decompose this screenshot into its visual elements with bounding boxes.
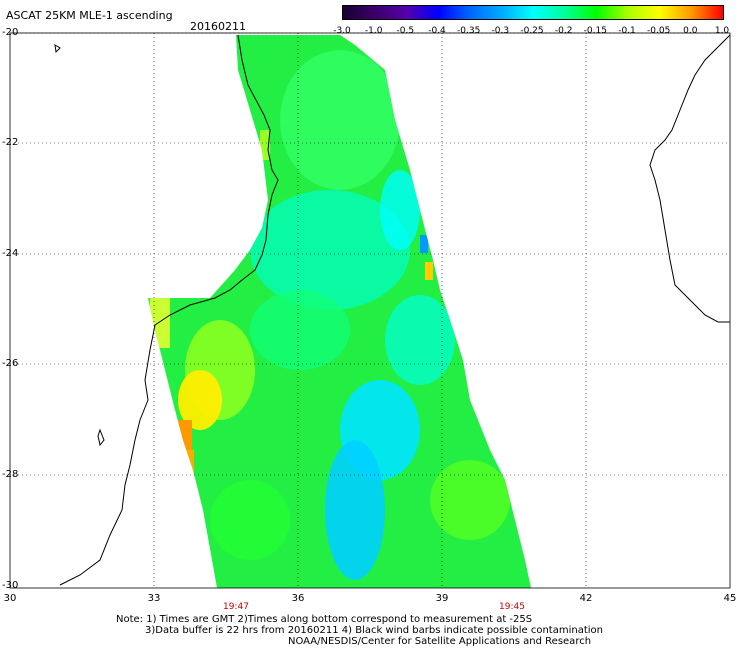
lat-label: -30	[2, 580, 19, 591]
lon-label: 33	[147, 593, 161, 604]
note-line-1: Note: 1) Times are GMT 2)Times along bot…	[116, 614, 533, 625]
lon-label: 45	[723, 593, 737, 604]
colorbar-tick-label: -0.5	[396, 26, 415, 36]
lat-label: -20	[2, 27, 19, 38]
colorbar	[342, 5, 724, 20]
lon-label: 42	[579, 593, 593, 604]
lat-label: -22	[2, 137, 19, 148]
lon-label: 39	[435, 593, 449, 604]
colorbar-tick-label: 1.0	[714, 26, 730, 36]
colorbar-tick-label: -0.3	[491, 26, 510, 36]
colorbar-tick-label: -0.35	[457, 26, 481, 36]
coastline-mainland	[59, 34, 279, 586]
coastline-madagascar	[649, 34, 731, 323]
lat-label: -26	[2, 358, 19, 369]
coastline-lake	[54, 44, 61, 54]
lon-label: 30	[3, 593, 17, 604]
colorbar-tick-label: -0.25	[520, 26, 544, 36]
lat-label: -24	[2, 248, 19, 259]
chart-title: ASCAT 25KM MLE-1 ascending	[6, 9, 173, 22]
time-label: 19:45	[499, 602, 525, 612]
colorbar-tick-label: 0.0	[683, 26, 698, 36]
chart-date: 20160211	[190, 20, 246, 33]
lat-label: -28	[2, 469, 19, 480]
colorbar-tick-label: -3.0	[333, 26, 351, 36]
wind-swath	[148, 35, 531, 588]
coastline-island	[97, 428, 105, 447]
note-line-3: NOAA/NESDIS/Center for Satellite Applica…	[288, 636, 592, 647]
colorbar-tick-label: -0.4	[428, 26, 446, 36]
map-frame	[9, 32, 731, 589]
colorbar-labels: -3.0 -1.0 -0.5 -0.4 -0.35 -0.3 -0.25 -0.2 -0.15 -…	[330, 26, 730, 38]
colorbar-tick-label: -0.15	[583, 26, 607, 36]
colorbar-tick-label: -0.2	[554, 26, 573, 36]
colorbar-tick-label: -0.05	[647, 26, 671, 36]
note-line-2: 3)Data buffer is 22 hrs from 20160211 4)…	[145, 625, 603, 636]
colorbar-tick-label: -0.1	[618, 26, 636, 36]
time-label: 19:47	[223, 602, 249, 612]
lon-label: 36	[291, 593, 305, 604]
colorbar-tick-label: -1.0	[364, 26, 383, 36]
